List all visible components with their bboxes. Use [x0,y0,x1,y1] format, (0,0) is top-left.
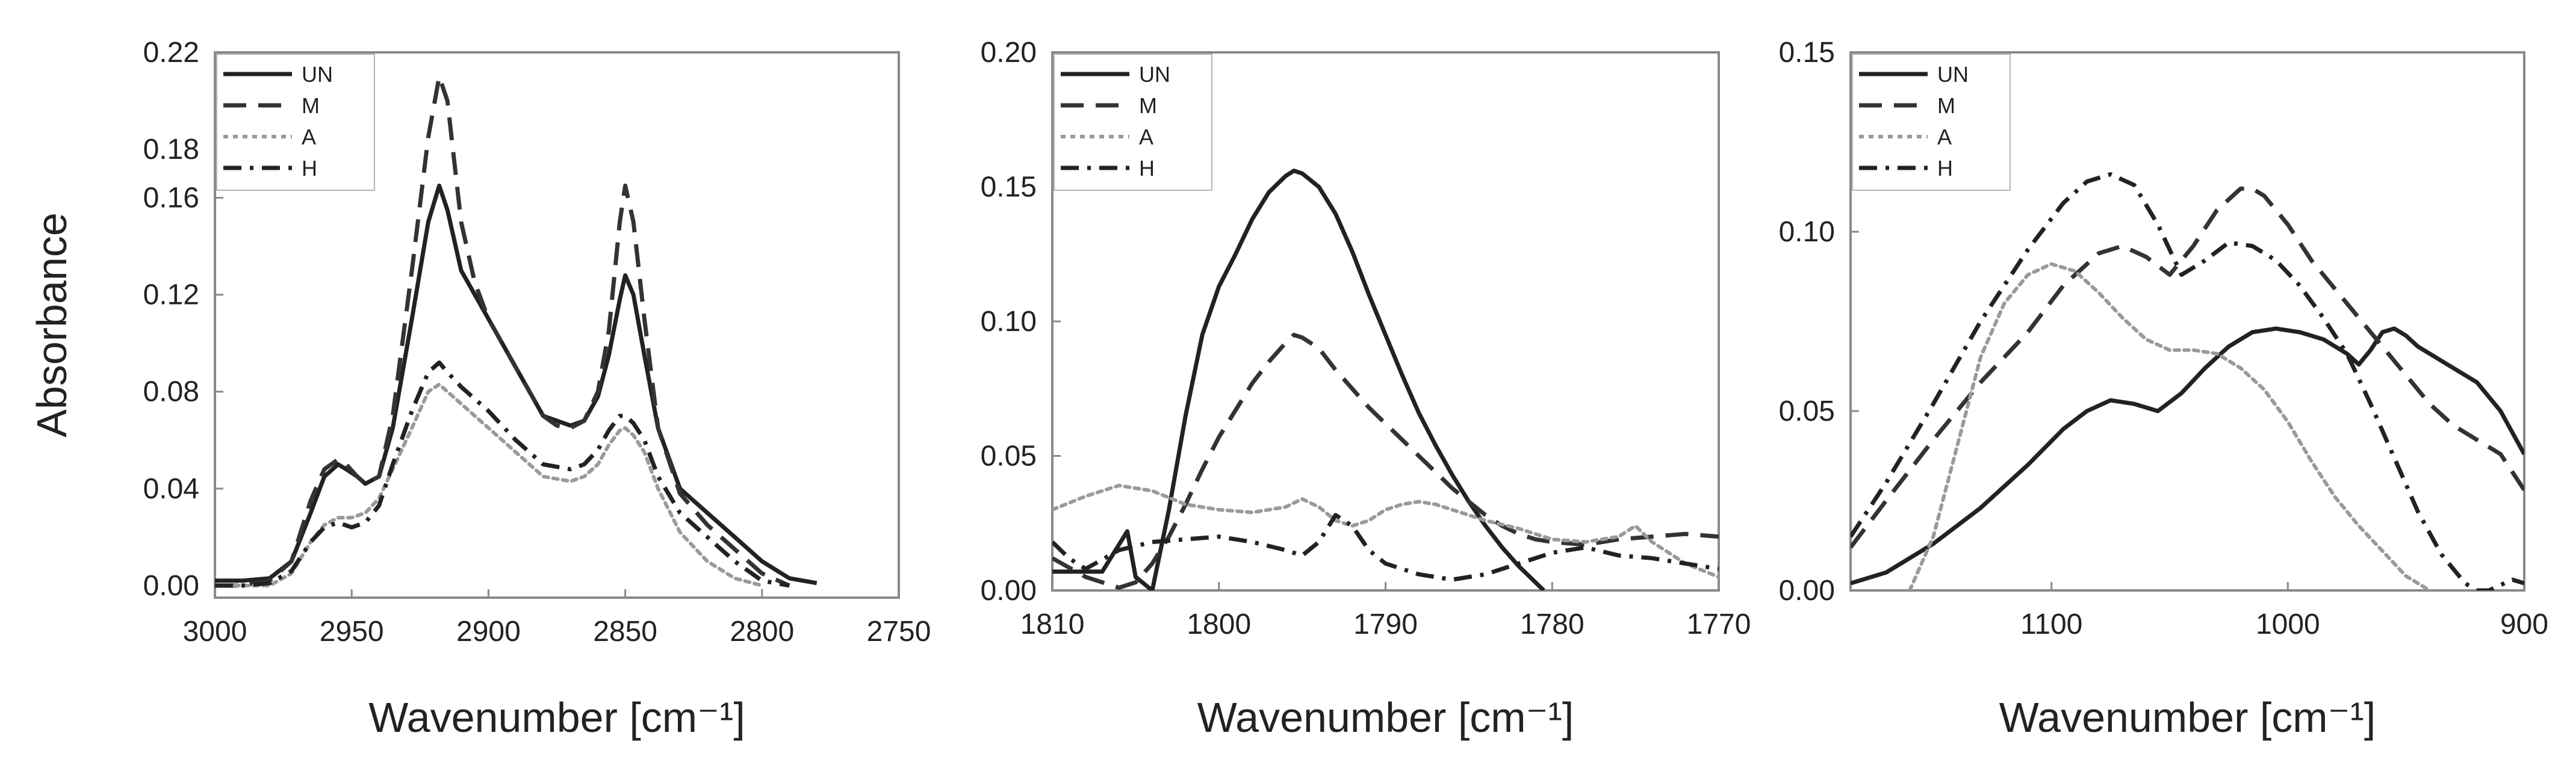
series-line-a [215,382,764,587]
legend-label-h: H [1139,156,1155,181]
y-tick-label: 0.05 [981,441,1037,472]
legend-label-m: M [302,93,320,118]
y-tick-label: 0.22 [143,37,199,69]
y-tick-label: 0.16 [143,182,199,214]
y-tick-label: 0.00 [143,570,199,602]
x-tick-label: 900 [2500,608,2548,640]
plot-frame [214,51,900,599]
legend-label-a: A [1139,125,1153,149]
plot-frame [1849,51,2525,592]
series-line-un [1851,326,2524,586]
legend-box [1852,54,2011,191]
legend: UN MAH [216,54,375,191]
series-line-a [1908,262,2432,590]
y-tick-label: 0.04 [143,473,199,505]
series-line-h [215,360,790,588]
series-line-m [1851,187,2524,549]
x-axis-label: Wavenumber [cm⁻¹] [1197,694,1574,741]
x-tick-label: 1790 [1353,608,1418,640]
series-line-m [215,74,790,588]
y-tick-label: 0.15 [1779,37,1835,69]
legend-label-un: UN [302,62,333,87]
legend-label-a: A [1937,125,1952,149]
y-tick-label: 0.15 [981,172,1037,203]
x-tick-label: 1780 [1520,608,1584,640]
x-tick-label: 2750 [867,616,931,648]
y-tick-label: 0.20 [981,37,1037,69]
y-tick-label: 0.18 [143,134,199,166]
series-line-un [1052,169,1545,590]
series-line-h [1851,172,2524,590]
series-line-h [1052,513,1719,582]
y-tick-label: 0.10 [981,306,1037,338]
y-tick-label: 0.00 [981,575,1037,607]
series-line-a [1052,483,1719,579]
legend-box [1054,54,1212,191]
chart-panel-3: 1100 1000 900 0.00 0.05 0.10 0.15 Wavenumber [c… [1779,37,2548,741]
x-tick-label: 2800 [730,616,794,648]
x-axis-label: Wavenumber [cm⁻¹] [1999,694,2376,741]
legend-label-h: H [1937,156,1953,181]
x-tick-label: 2950 [320,616,384,648]
chart-panel-2: 1810 1800 1790 1780 1770 0.00 0.05 0.10 0.15 0.20… [981,37,1751,741]
y-tick-label: 0.08 [143,376,199,408]
legend: UN MAH [1852,54,2011,191]
legend-label-un: UN [1937,62,1969,87]
x-tick-label: 1810 [1020,608,1085,640]
x-tick-label: 1770 [1687,608,1751,640]
legend-label-m: M [1937,93,1955,118]
x-tick-label: 1100 [2020,608,2082,640]
y-tick-label: 0.12 [143,279,199,311]
x-tick-label: 2850 [593,616,657,648]
series-line-m [1052,332,1719,590]
x-axis-label: Wavenumber [cm⁻¹] [368,694,745,741]
legend-label-m: M [1139,93,1157,118]
y-tick-label: 0.05 [1779,395,1835,427]
y-tick-label: 0.00 [1779,575,1835,607]
legend-label-un: UN [1139,62,1170,87]
y-tick-label: 0.10 [1779,216,1835,248]
y-axis-label: Absorbance [28,212,75,438]
legend: UN MAH [1054,54,1212,191]
x-tick-label: 2900 [456,616,521,648]
legend-label-a: A [302,125,316,149]
chart-panel-1: 3000 2950 2900 2850 2800 2750 0.00 0.04 0.08 0.12… [28,37,931,741]
x-tick-label: 3000 [183,616,247,648]
legend-box [216,54,375,191]
x-tick-label: 1000 [2256,608,2320,640]
x-tick-label: 1800 [1187,608,1251,640]
legend-label-h: H [302,156,317,181]
